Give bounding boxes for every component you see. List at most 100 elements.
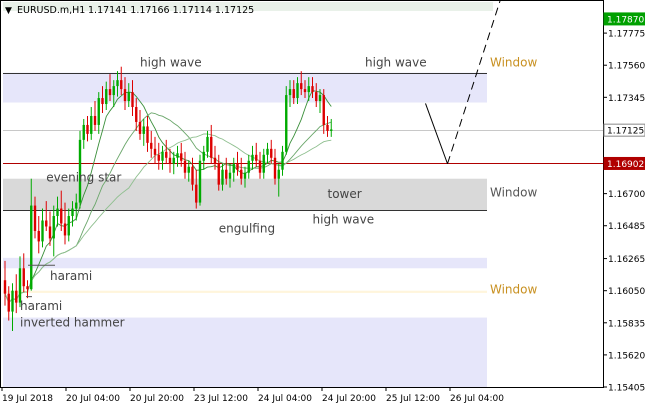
candle [330,118,333,137]
candle-body [48,226,52,239]
candle-body [255,154,258,161]
candle-body [281,151,284,170]
annotation-label: high wave [140,56,202,70]
candle-body [210,136,213,158]
forecast-path [425,0,501,164]
candle-body [206,136,209,152]
candle-body [138,121,142,134]
x-tick-label: 25 Jul 12:00 [386,394,440,404]
candle-body [187,166,190,173]
candle [236,151,239,176]
candle [93,101,97,131]
candle [243,166,247,188]
candle-body [67,216,70,236]
candle-body [213,157,217,164]
candle-body [82,124,85,140]
candle [41,208,44,248]
candle-body [217,163,220,185]
candle-body [15,290,18,303]
candle [120,66,123,96]
candle-body [300,83,303,90]
candle-body [60,208,63,224]
candle-body [86,124,89,134]
annotation-label: evening star [46,171,121,185]
candle-body [247,160,250,173]
annotation-label: harami [50,269,92,283]
window-label: Window [490,186,538,200]
x-tick-label: 24 Jul 20:00 [322,394,376,404]
price-label-box [603,123,645,137]
candle-body [277,169,280,179]
candle [221,163,224,191]
y-tick-label: 1.16050 [608,287,645,297]
price-label-box [603,12,645,26]
candle-body [288,89,292,96]
candle-body [180,153,183,161]
candle [258,151,262,179]
y-tick-label: 1.17775 [608,30,645,40]
candle [75,193,78,221]
candle [7,286,10,321]
candle-body [7,293,10,312]
candle [116,71,119,97]
candle-body [165,151,168,158]
candle [71,201,74,227]
candle [300,71,303,96]
candle [108,74,112,102]
candle [266,142,269,164]
zone-3 [3,290,487,293]
candle-body [45,220,48,227]
candle [255,142,258,167]
candle [11,283,14,332]
annotation-label: inverted hammer [20,316,125,330]
candle [86,115,89,142]
candle-body [258,160,262,173]
candle-body [30,205,33,290]
candle-body [116,80,119,87]
candle [45,201,48,231]
candle-body [195,184,198,203]
candle [198,154,202,206]
candle-body [93,115,97,125]
candle-body [78,139,82,203]
candle [225,157,228,185]
candle-body [3,280,7,294]
price-label-text: 1.16902 [607,160,644,170]
candle-body [127,92,130,102]
candle [60,190,63,231]
window-label: Window [490,56,538,70]
candle [213,145,217,170]
candle-body [266,148,269,155]
candle [285,86,288,155]
annotation-label: tower [328,187,362,201]
y-tick-label: 1.16485 [608,222,645,232]
candle [187,160,190,182]
candle [195,169,198,209]
pattern-annotations: high wave high wave evening star engulfing t… [20,56,538,330]
y-tick-label: 1.16265 [608,255,645,265]
candle-body [270,148,273,158]
candle-body [71,208,74,217]
window-zones [3,2,493,387]
price-labels: 1.17870 1.17125 1.16902 [603,12,645,170]
candle [15,274,18,314]
candle-body [75,202,78,209]
candle-body [285,95,288,152]
y-tick-label: 1.17345 [608,94,645,104]
candle [127,83,130,108]
candle [318,89,322,113]
candle [180,142,183,167]
candle-body [176,153,179,158]
candle [292,80,295,105]
annotation-label: high wave [365,56,427,70]
candle-body [326,124,329,131]
candle [131,80,134,116]
candle [150,130,153,158]
candle-body [37,230,40,242]
candle [202,145,205,170]
candle-body [232,163,235,173]
candle-body [11,290,14,312]
candle-body [183,160,187,173]
candle [176,145,179,167]
